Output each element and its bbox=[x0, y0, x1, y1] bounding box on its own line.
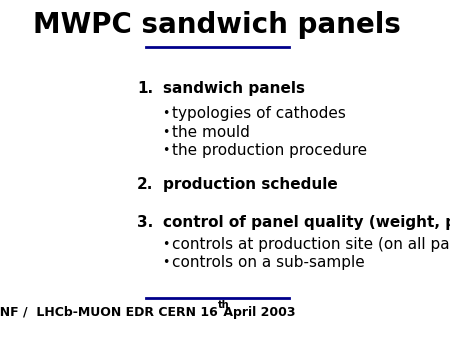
Text: typologies of cathodes: typologies of cathodes bbox=[172, 106, 346, 121]
Text: 1.: 1. bbox=[137, 81, 153, 96]
Text: •: • bbox=[162, 256, 170, 269]
Text: 3.: 3. bbox=[137, 215, 153, 230]
Text: •: • bbox=[162, 238, 170, 251]
Text: C.Forti INFN-LNF /  LHCb-MUON EDR CERN 16: C.Forti INFN-LNF / LHCb-MUON EDR CERN 16 bbox=[0, 306, 217, 319]
Text: •: • bbox=[162, 107, 170, 120]
Text: control of panel quality (weight, planarity, thickness): control of panel quality (weight, planar… bbox=[163, 215, 450, 230]
Text: MWPC sandwich panels: MWPC sandwich panels bbox=[33, 11, 401, 39]
Text: sandwich panels: sandwich panels bbox=[163, 81, 305, 96]
Text: •: • bbox=[162, 126, 170, 139]
Text: the mould: the mould bbox=[172, 125, 250, 140]
Text: controls on a sub-sample: controls on a sub-sample bbox=[172, 256, 364, 270]
Text: 2.: 2. bbox=[137, 176, 153, 192]
Text: •: • bbox=[162, 144, 170, 157]
Text: controls at production site (on all panels): controls at production site (on all pane… bbox=[172, 237, 450, 252]
Text: April 2003: April 2003 bbox=[219, 306, 296, 319]
Text: th: th bbox=[217, 300, 229, 310]
Text: the production procedure: the production procedure bbox=[172, 143, 367, 158]
Text: production schedule: production schedule bbox=[163, 176, 338, 192]
